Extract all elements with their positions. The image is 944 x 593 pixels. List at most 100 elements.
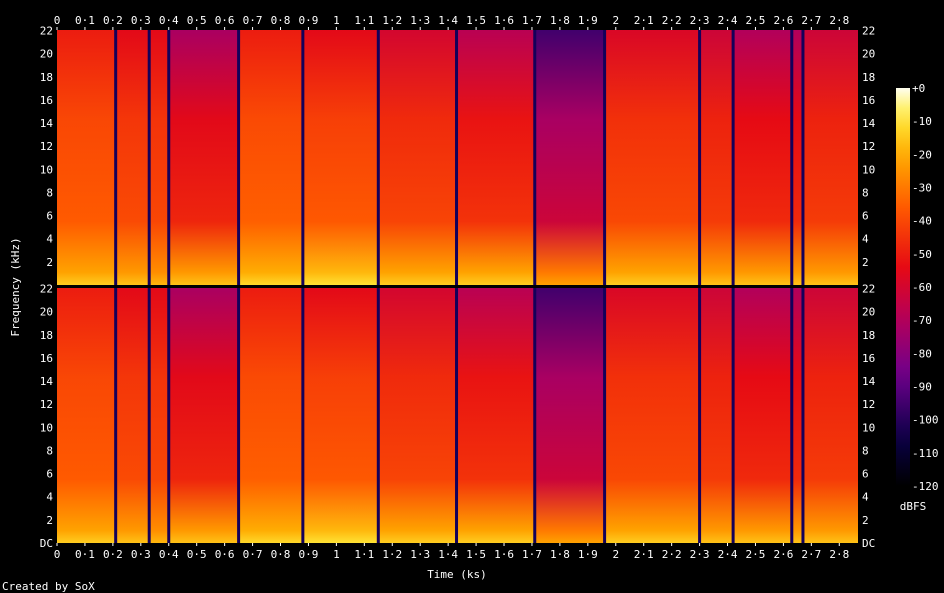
track-gap	[455, 288, 459, 543]
track-segment	[57, 30, 116, 285]
y-tick-label-left: 10	[40, 163, 53, 176]
x-tick-label-top: 0·6	[215, 14, 235, 27]
x-tick-label-top: 1·4	[438, 14, 458, 27]
x-tick-label-top: 2·1	[634, 14, 654, 27]
track-segment	[149, 30, 169, 285]
x-axis-label: Time (ks)	[427, 568, 487, 581]
y-tick-label-right: 12	[862, 140, 875, 153]
track-segment	[302, 30, 379, 285]
x-tick-label-bottom: 2·4	[718, 548, 738, 561]
track-segment	[115, 288, 150, 543]
track-segment	[456, 30, 535, 285]
colorbar-tick-label: -70	[912, 314, 932, 327]
track-segment	[238, 288, 303, 543]
track-segment	[534, 30, 605, 285]
track-gap	[698, 30, 702, 285]
y-tick-label-right: 8	[862, 444, 869, 457]
track-gap	[698, 288, 702, 543]
y-tick-label-left: 8	[46, 444, 53, 457]
track-segment	[604, 288, 700, 543]
track-gap	[533, 288, 537, 543]
track-segment	[168, 30, 239, 285]
x-tick-label-top: 2	[612, 14, 619, 27]
x-tick-label-bottom: 1	[333, 548, 340, 561]
x-tick-label-top: 2·6	[773, 14, 793, 27]
y-tick-label-right: 20	[862, 306, 875, 319]
track-gap	[801, 288, 805, 543]
x-tick-label-top: 1·7	[522, 14, 542, 27]
x-tick-label-bottom: 1·8	[550, 548, 570, 561]
x-tick-label-top: 0·2	[103, 14, 123, 27]
x-tick-label-bottom: 1·5	[466, 548, 486, 561]
y-tick-label-left: 12	[40, 140, 53, 153]
y-tick-label-left: 18	[40, 329, 53, 342]
x-tick-label-bottom: 0·3	[131, 548, 151, 561]
x-tick-label-bottom: 2·8	[829, 548, 849, 561]
x-tick-label-bottom: 2·5	[746, 548, 766, 561]
x-tick-label-top: 2·5	[746, 14, 766, 27]
track-segment	[115, 30, 150, 285]
track-segment	[456, 288, 535, 543]
x-tick-label-top: 1·1	[354, 14, 374, 27]
colorbar-tick-label: -80	[912, 347, 932, 360]
x-tick-label-top: 0·7	[243, 14, 263, 27]
x-tick-label-bottom: 0·2	[103, 548, 123, 561]
colorbar-tick-label: -90	[912, 381, 932, 394]
track-segment	[57, 288, 116, 543]
track-gap	[603, 30, 607, 285]
y-tick-label-right: 16	[862, 94, 875, 107]
x-tick-label-top: 2·7	[801, 14, 821, 27]
x-tick-label-top: 1·2	[382, 14, 402, 27]
y-tick-label-right: 2	[862, 256, 869, 269]
x-tick-label-bottom: 1·2	[382, 548, 402, 561]
x-tick-label-bottom: 0·7	[243, 548, 263, 561]
y-tick-label-left: 16	[40, 94, 53, 107]
track-gap	[790, 288, 794, 543]
x-tick-label-bottom: 1·7	[522, 548, 542, 561]
track-segment	[534, 288, 605, 543]
y-tick-label-left: 18	[40, 71, 53, 84]
x-tick-label-top: 1·9	[578, 14, 598, 27]
colorbar-tick-label: -100	[912, 414, 939, 427]
track-gap	[114, 288, 118, 543]
x-tick-label-top: 0·8	[271, 14, 291, 27]
x-tick-label-top: 2·4	[718, 14, 738, 27]
colorbar-tick-label: -40	[912, 215, 932, 228]
track-gap	[533, 30, 537, 285]
track-gap	[801, 30, 805, 285]
x-tick-label-top: 0·9	[299, 14, 319, 27]
x-tick-label-top: 1·8	[550, 14, 570, 27]
y-tick-label-right: 6	[862, 210, 869, 223]
track-segment	[378, 30, 457, 285]
x-tick-label-bottom: 0·8	[271, 548, 291, 561]
colorbar-tick-label: -20	[912, 148, 932, 161]
track-gap	[114, 30, 118, 285]
x-tick-label-bottom: 2·2	[662, 548, 682, 561]
x-tick-label-top: 0	[54, 14, 61, 27]
x-tick-label-bottom: 2·6	[773, 548, 793, 561]
track-gap	[237, 30, 241, 285]
x-tick-label-top: 0·1	[75, 14, 95, 27]
y-tick-label-right: 2	[862, 514, 869, 527]
track-gap	[167, 288, 171, 543]
x-tick-label-top: 2·8	[829, 14, 849, 27]
y-tick-label-left: 20	[40, 306, 53, 319]
x-tick-label-top: 0·3	[131, 14, 151, 27]
x-tick-label-bottom: 2·1	[634, 548, 654, 561]
footer-credit: Created by SoX	[2, 580, 95, 593]
track-segment	[802, 30, 858, 285]
track-gap	[237, 288, 241, 543]
colorbar	[896, 88, 910, 486]
track-segment	[378, 288, 457, 543]
x-tick-label-top: 2·2	[662, 14, 682, 27]
y-tick-label-right: 16	[862, 352, 875, 365]
track-gap	[455, 30, 459, 285]
colorbar-tick-label: -60	[912, 281, 932, 294]
y-tick-label-left: 2	[46, 514, 53, 527]
track-gap	[376, 30, 380, 285]
y-tick-label-left: 22	[40, 25, 53, 38]
track-gap	[301, 288, 305, 543]
track-gap	[301, 30, 305, 285]
x-tick-label-bottom: 1·4	[438, 548, 458, 561]
